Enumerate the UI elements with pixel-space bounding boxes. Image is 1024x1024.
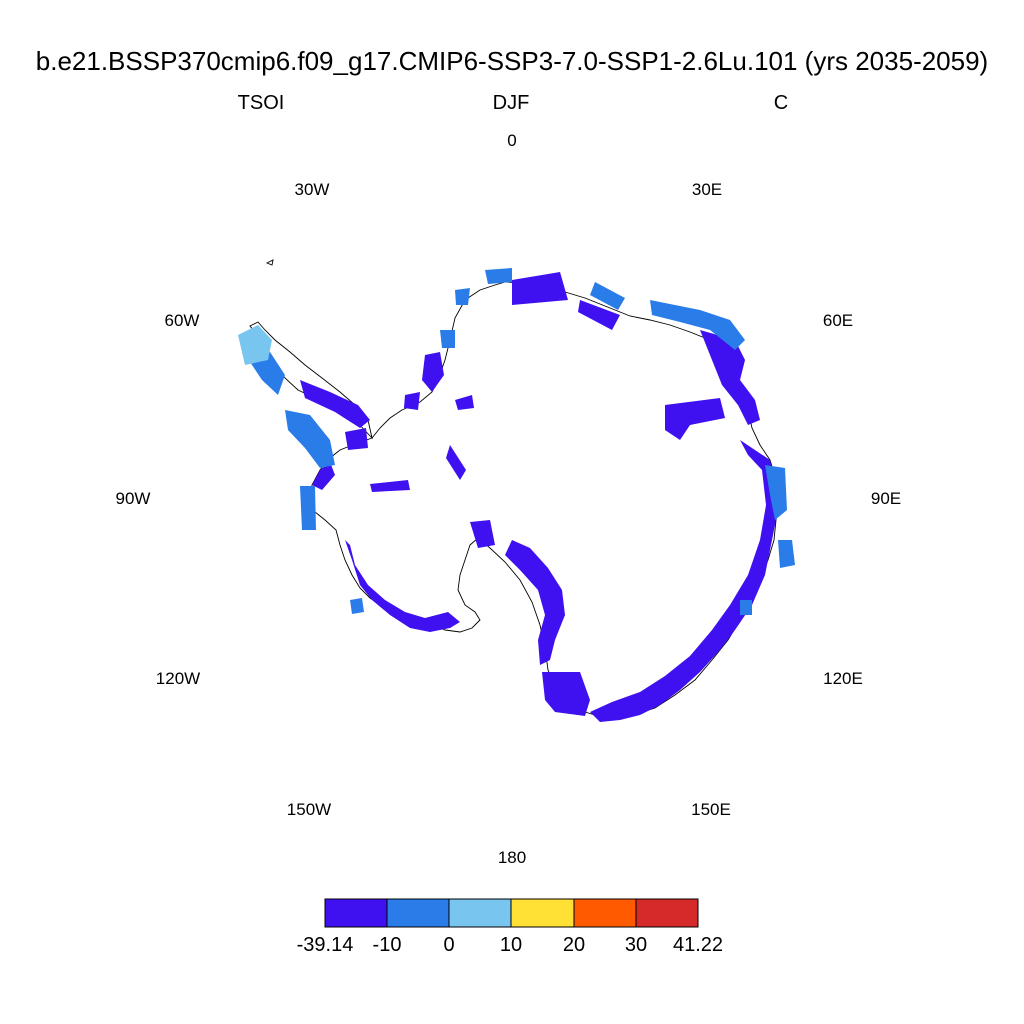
tsoi-region	[345, 428, 368, 450]
units-label: C	[773, 92, 789, 114]
tsoi-region	[505, 540, 565, 665]
colorbar-bin-3	[449, 899, 511, 927]
tsoi-region	[455, 288, 470, 305]
tsoi-region	[300, 486, 316, 530]
tsoi-region	[542, 672, 590, 716]
colorbar-bin-4	[511, 899, 574, 927]
tsoi-region	[700, 330, 760, 425]
tsoi-region	[470, 520, 495, 548]
colorbar-label: 41.22	[672, 934, 724, 956]
lon-label-90e: 90E	[870, 489, 902, 508]
lon-label-120e: 120E	[823, 669, 863, 688]
colorbar-label: 0	[443, 934, 455, 956]
tsoi-region	[446, 445, 466, 480]
tsoi-region	[455, 395, 474, 410]
colorbar-label: 30	[624, 934, 648, 956]
tsoi-region	[440, 330, 455, 348]
tsoi-region	[512, 272, 568, 305]
tsoi-region	[370, 480, 410, 492]
colorbar-label: -39.14	[296, 934, 354, 956]
colorbar-bin-1	[325, 899, 387, 927]
colorbar-label: 10	[499, 934, 523, 956]
tsoi-region	[740, 600, 752, 615]
tsoi-region	[345, 540, 460, 632]
tsoi-regions	[238, 268, 795, 722]
tsoi-region	[312, 462, 335, 490]
tsoi-region	[765, 465, 787, 520]
lon-label-150w: 150W	[286, 800, 332, 819]
lon-label-150e: 150E	[691, 800, 731, 819]
colorbar-bin-5	[574, 899, 636, 927]
small-island	[265, 259, 274, 266]
lon-label-180: 180	[497, 848, 527, 867]
season-label: DJF	[492, 92, 530, 114]
colorbar-label: -10	[372, 934, 402, 956]
colorbar-bin-2	[387, 899, 449, 927]
colorbar	[324, 898, 699, 928]
lon-label-60e: 60E	[822, 311, 854, 330]
tsoi-region	[300, 380, 370, 428]
tsoi-region	[404, 392, 420, 410]
tsoi-region	[578, 300, 620, 330]
lon-label-0: 0	[507, 131, 517, 150]
tsoi-region	[778, 540, 795, 568]
tsoi-region	[285, 410, 335, 468]
tsoi-region	[350, 598, 364, 614]
tsoi-region	[665, 398, 725, 440]
plot-title: b.e21.BSSP370cmip6.f09_g17.CMIP6-SSP3-7.…	[35, 46, 989, 76]
lon-label-30e: 30E	[691, 180, 723, 199]
colorbar-bin-6	[636, 899, 698, 927]
lon-label-90w: 90W	[115, 489, 151, 508]
tsoi-region	[238, 325, 272, 365]
tsoi-region	[422, 352, 444, 392]
variable-label: TSOI	[237, 92, 285, 114]
lon-label-60w: 60W	[164, 311, 200, 330]
colorbar-label: 20	[562, 934, 586, 956]
tsoi-region	[590, 282, 625, 310]
lon-label-120w: 120W	[155, 669, 201, 688]
lon-label-30w: 30W	[294, 180, 330, 199]
tsoi-region	[485, 268, 512, 284]
tsoi-region	[650, 300, 745, 350]
tsoi-region	[590, 440, 780, 722]
